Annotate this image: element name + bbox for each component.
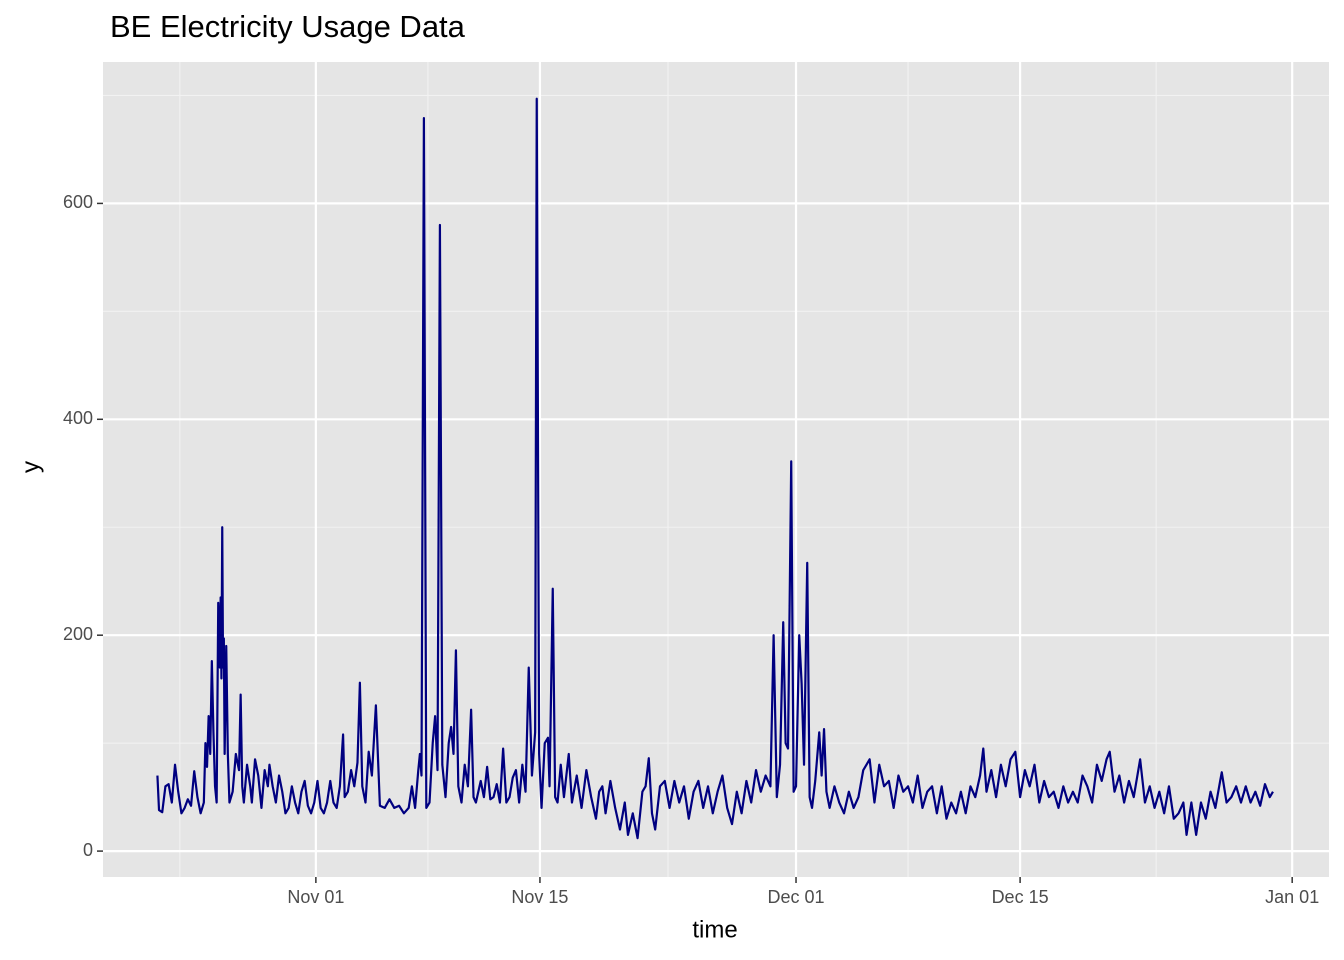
x-axis-title: time: [692, 916, 737, 943]
x-tick-label: Jan 01: [1265, 887, 1319, 907]
plot-panel: [103, 62, 1329, 877]
y-tick-label: 400: [63, 408, 93, 428]
chart-title: BE Electricity Usage Data: [110, 9, 466, 44]
y-tick-label: 0: [83, 840, 93, 860]
x-tick-label: Nov 15: [511, 887, 568, 907]
x-tick-label: Dec 15: [992, 887, 1049, 907]
x-tick-label: Dec 01: [768, 887, 825, 907]
y-axis-title: y: [17, 461, 44, 473]
x-tick-label: Nov 01: [287, 887, 344, 907]
y-tick-label: 200: [63, 624, 93, 644]
data-line: [156, 97, 1274, 840]
y-tick-label: 600: [63, 192, 93, 212]
